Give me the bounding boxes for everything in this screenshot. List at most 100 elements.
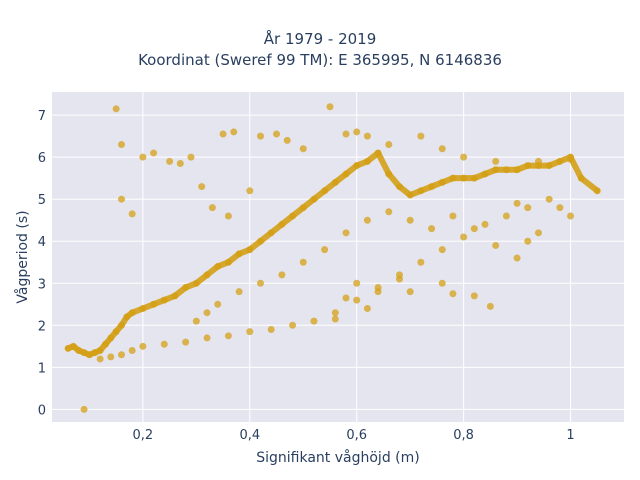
data-point <box>214 300 222 308</box>
data-point <box>128 347 136 355</box>
data-point <box>187 153 195 161</box>
data-point <box>513 254 521 262</box>
x-tick-label: 1 <box>566 428 574 443</box>
data-point <box>470 225 478 233</box>
data-point <box>342 294 350 302</box>
data-point <box>273 130 281 138</box>
data-point <box>139 153 147 161</box>
data-point <box>208 204 216 212</box>
data-point <box>96 355 104 363</box>
data-point <box>182 338 190 346</box>
y-axis-label: Vågperiod (s) <box>14 210 31 303</box>
data-point <box>417 258 425 266</box>
data-point <box>363 216 371 224</box>
data-point <box>176 159 184 167</box>
data-point <box>80 405 88 413</box>
data-point <box>524 237 532 245</box>
data-point <box>438 246 446 254</box>
data-point <box>481 220 489 228</box>
y-tick-label: 5 <box>38 193 46 208</box>
data-point <box>310 317 318 325</box>
data-point <box>235 288 243 296</box>
data-point <box>470 292 478 300</box>
data-point <box>438 279 446 287</box>
data-point <box>224 332 232 340</box>
data-point <box>267 326 275 334</box>
data-point <box>545 195 553 203</box>
data-point <box>299 145 307 153</box>
data-point <box>117 195 125 203</box>
point-cloud-upper-edge <box>375 149 392 177</box>
data-point <box>289 321 297 329</box>
y-tick-label: 1 <box>38 361 46 376</box>
data-point <box>534 229 542 237</box>
data-point <box>438 145 446 153</box>
data-point <box>374 288 382 296</box>
data-point <box>492 157 500 165</box>
data-point <box>353 128 361 136</box>
data-point <box>321 246 329 254</box>
x-tick-label: 0,4 <box>239 428 260 443</box>
data-point <box>256 132 264 140</box>
data-point <box>385 141 393 149</box>
data-point <box>299 258 307 266</box>
data-point <box>198 183 206 191</box>
y-tick-label: 7 <box>38 109 46 124</box>
data-point <box>230 128 238 136</box>
data-point <box>112 105 120 113</box>
data-point <box>117 351 125 359</box>
data-point <box>363 132 371 140</box>
data-point <box>331 309 339 317</box>
data-point <box>513 199 521 207</box>
y-tick-labels: 0 1 2 3 4 5 6 7 <box>38 109 46 418</box>
data-point <box>224 212 232 220</box>
data-point <box>219 130 227 138</box>
x-tick-labels: 0,2 0,4 0,6 0,8 1 <box>133 428 575 443</box>
data-point <box>460 233 468 241</box>
data-point <box>524 204 532 212</box>
point-cloud-upper-edge <box>578 175 601 194</box>
data-point <box>385 208 393 216</box>
data-point <box>192 317 200 325</box>
data-point <box>353 279 361 287</box>
data-point <box>117 141 125 149</box>
point-cloud-upper-edge <box>567 154 585 182</box>
data-point <box>150 149 158 157</box>
x-tick-label: 0,6 <box>346 428 367 443</box>
x-tick-label: 0,2 <box>133 428 154 443</box>
data-point <box>166 157 174 165</box>
data-point <box>428 225 436 233</box>
data-point <box>139 342 147 350</box>
data-point <box>246 187 254 195</box>
data-point <box>460 153 468 161</box>
data-point <box>283 136 291 144</box>
data-point <box>486 302 494 310</box>
data-point <box>406 288 414 296</box>
y-tick-label: 2 <box>38 319 46 334</box>
data-point <box>128 210 136 218</box>
data-point <box>331 315 339 323</box>
data-point <box>160 340 168 348</box>
plot-area <box>52 92 624 422</box>
x-axis-label: Signifikant våghöjd (m) <box>256 449 419 466</box>
y-gridlines <box>52 114 624 410</box>
data-point <box>449 290 457 298</box>
data-point <box>417 132 425 140</box>
data-point <box>256 279 264 287</box>
data-point <box>502 212 510 220</box>
data-point <box>449 212 457 220</box>
y-tick-label: 6 <box>38 151 46 166</box>
data-point <box>203 334 211 342</box>
data-point <box>556 204 564 212</box>
x-tick-label: 0,8 <box>453 428 474 443</box>
data-point <box>567 212 575 220</box>
data-points <box>64 103 601 413</box>
data-point <box>492 241 500 249</box>
data-point <box>246 328 254 336</box>
chart-title: År 1979 - 2019 <box>263 30 377 48</box>
data-point <box>326 103 334 111</box>
data-point <box>203 309 211 317</box>
data-point <box>363 304 371 312</box>
